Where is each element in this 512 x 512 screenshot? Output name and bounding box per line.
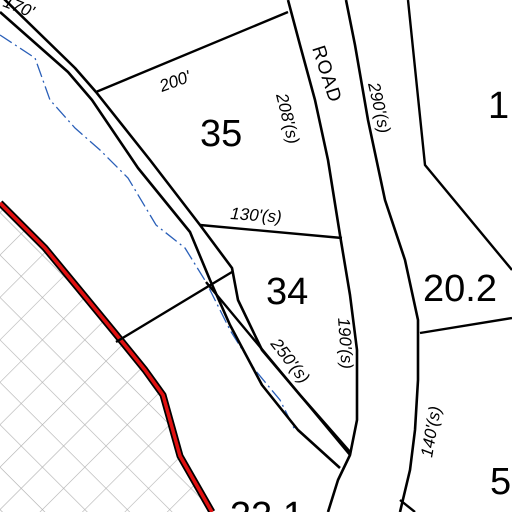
- lot-line-206-west: [205, 281, 351, 456]
- road-west-edge: [286, 0, 359, 512]
- lot-line-east-2: [419, 316, 512, 335]
- parcel-label-33-partial: 33.1: [230, 495, 304, 512]
- west-road-line-lower: [0, 11, 341, 469]
- dim-200: 200': [156, 67, 194, 96]
- dim-140s: 140'(s): [417, 405, 445, 459]
- road-east-edge: [344, 0, 420, 512]
- lot-line-35-north: [95, 10, 289, 94]
- lot-line-34-west: [115, 270, 233, 344]
- parcel-label-35: 35: [200, 113, 242, 155]
- dim-190s: 190'(s): [334, 317, 357, 370]
- parcel-label-34: 34: [266, 271, 308, 313]
- parcel-label-20-2: 20.2: [423, 268, 497, 310]
- lot-line-east-1: [406, 0, 512, 271]
- hatched-area: [0, 205, 212, 512]
- dim-208s: 208'(s): [272, 90, 303, 145]
- stream-line: [0, 34, 296, 431]
- dim-250s: 250'(s): [266, 334, 313, 387]
- parcel-label-5-partial: 5: [490, 461, 511, 503]
- lot-line-east-3: [399, 499, 416, 512]
- dim-130s: 130'(s): [230, 204, 283, 227]
- lot-line-35-34: [199, 223, 343, 240]
- parcel-label-1-partial: 1.: [488, 85, 512, 127]
